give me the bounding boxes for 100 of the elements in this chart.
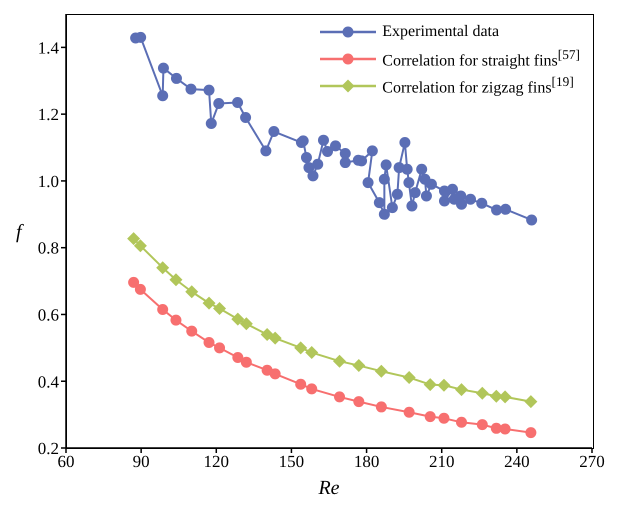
point: [376, 401, 387, 412]
point: [340, 148, 351, 160]
point: [378, 208, 390, 220]
point: [204, 84, 215, 96]
x-axis-title: Re: [317, 477, 340, 499]
point: [157, 304, 168, 315]
point: [476, 198, 488, 209]
y-tick-label: 0.6: [38, 305, 59, 324]
point: [437, 378, 450, 392]
point: [334, 391, 346, 402]
point: [476, 386, 489, 400]
point: [295, 378, 306, 390]
point: [294, 341, 308, 354]
point: [386, 202, 398, 214]
point: [232, 96, 244, 108]
point: [268, 126, 280, 138]
point: [392, 188, 403, 200]
point: [213, 302, 226, 315]
point: [465, 194, 476, 205]
point: [420, 190, 432, 202]
point: [424, 411, 436, 422]
point: [399, 137, 410, 148]
point: [186, 326, 198, 337]
point: [260, 328, 274, 341]
x-tick-label: 180: [354, 452, 380, 472]
point: [352, 359, 366, 372]
point: [455, 383, 468, 396]
x-tick-label: 240: [504, 452, 530, 472]
point: [525, 427, 536, 438]
point: [156, 261, 170, 274]
point: [134, 239, 147, 252]
legend-label: Experimental data: [382, 22, 500, 40]
point: [500, 204, 512, 215]
point: [424, 378, 437, 392]
point: [270, 368, 281, 380]
point: [300, 152, 312, 164]
y-tick-label: 1.4: [38, 38, 60, 58]
point: [170, 314, 182, 326]
point: [232, 352, 244, 364]
x-tick-label: 120: [204, 452, 230, 472]
point: [406, 200, 418, 212]
x-tick-label: 270: [579, 452, 605, 472]
point: [456, 198, 467, 210]
point: [362, 177, 374, 188]
point: [169, 273, 182, 286]
point: [213, 98, 224, 109]
legend-label: Correlation for zigzag fins$^{[19]}$: [382, 74, 574, 98]
point: [524, 395, 538, 408]
point: [185, 285, 198, 298]
point: [380, 159, 392, 170]
point: [402, 164, 413, 175]
legend-label: Correlation for straight fins$^{[57]}$: [382, 46, 580, 70]
y-tick-label: 0.4: [38, 372, 60, 392]
x-tick-label: 210: [428, 452, 454, 472]
point: [306, 383, 318, 394]
point: [404, 406, 415, 418]
y-tick-label: 1.2: [38, 105, 59, 124]
point: [170, 72, 182, 84]
point: [158, 62, 169, 74]
point: [204, 337, 215, 348]
point: [240, 317, 253, 330]
point: [438, 412, 450, 424]
point: [268, 332, 282, 345]
point: [127, 232, 140, 246]
point: [410, 187, 421, 198]
x-tick-label: 60: [58, 452, 74, 472]
point: [353, 396, 364, 408]
point: [157, 90, 168, 102]
point: [305, 346, 318, 360]
x-tick-label: 150: [278, 452, 304, 472]
point: [240, 112, 252, 123]
point: [260, 145, 272, 156]
point: [128, 276, 140, 288]
point: [366, 145, 378, 156]
point: [374, 364, 388, 378]
point: [134, 284, 146, 295]
point: [231, 312, 244, 326]
point: [378, 174, 390, 185]
point: [438, 195, 450, 206]
point: [333, 354, 346, 368]
point: [403, 177, 414, 188]
point: [426, 178, 437, 190]
point: [206, 118, 217, 129]
point: [500, 423, 511, 434]
point: [476, 419, 488, 430]
point: [330, 140, 342, 152]
point: [446, 184, 458, 195]
point: [526, 214, 538, 226]
x-tick-label: 90: [132, 452, 150, 472]
point: [491, 204, 502, 216]
point: [374, 197, 385, 208]
point: [456, 416, 467, 428]
y-tick-label: 0.8: [38, 238, 59, 258]
point: [402, 371, 416, 384]
point: [340, 157, 351, 168]
point: [240, 356, 252, 368]
y-axis-title: f: [16, 221, 24, 244]
point: [312, 158, 324, 170]
y-tick-label: 0.2: [38, 439, 59, 458]
point: [318, 134, 329, 146]
